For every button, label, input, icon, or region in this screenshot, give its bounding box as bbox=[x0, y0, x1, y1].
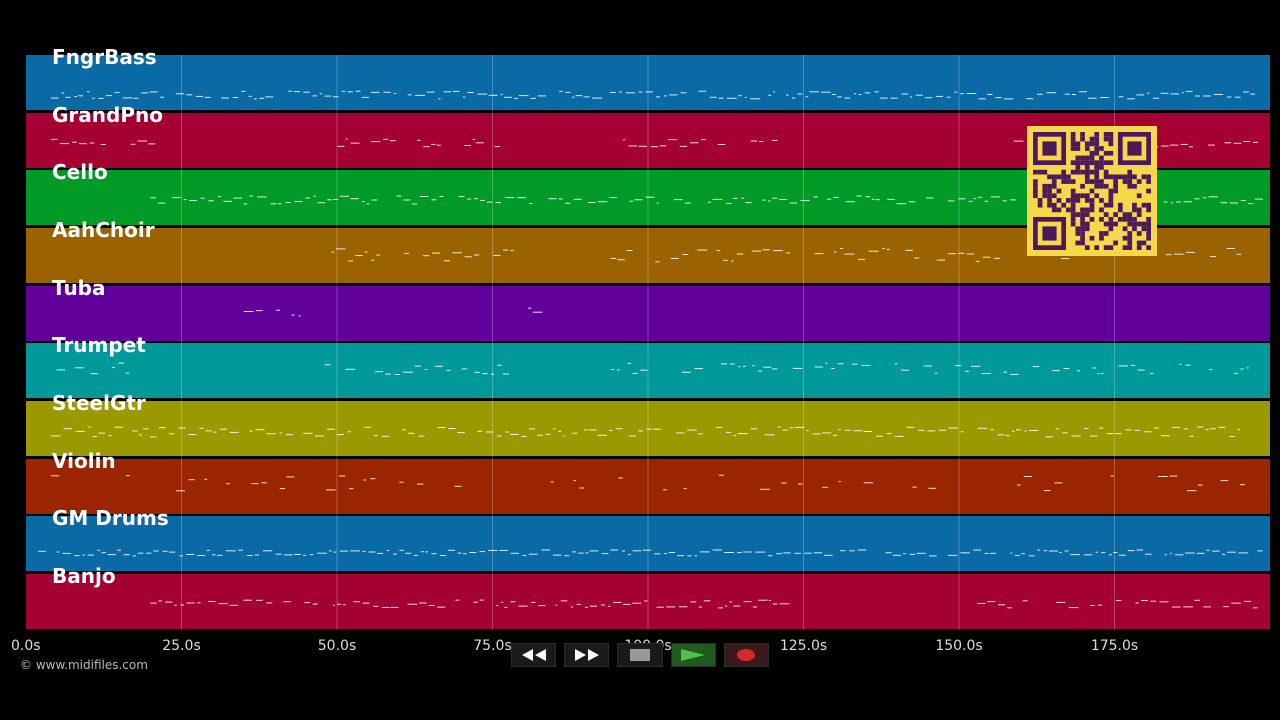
track-row[interactable]: Violin bbox=[26, 450, 1270, 514]
track-row[interactable]: SteelGtr bbox=[26, 392, 1270, 457]
record-icon bbox=[737, 649, 756, 661]
track-name-label: Violin bbox=[52, 448, 116, 473]
track-name-label: FngrBass bbox=[52, 45, 157, 69]
note-marks bbox=[150, 599, 1258, 609]
stop-button[interactable] bbox=[617, 643, 663, 667]
note-marks bbox=[38, 549, 1263, 557]
play-button[interactable] bbox=[670, 643, 716, 667]
time-tick-label: 175.0s bbox=[1090, 638, 1139, 654]
time-tick-label: 150.0s bbox=[935, 638, 983, 654]
qr-code-icon bbox=[1027, 126, 1157, 256]
track-name-label: GM Drums bbox=[52, 506, 169, 531]
note-marks bbox=[243, 307, 543, 317]
track-name-label: GrandPno bbox=[52, 102, 163, 127]
track-row[interactable]: FngrBass bbox=[26, 46, 1270, 110]
track-name-label: Tuba bbox=[52, 275, 106, 300]
rewind-icon bbox=[521, 649, 546, 661]
track-row[interactable]: GM Drums bbox=[26, 507, 1270, 572]
track-name-label: SteelGtr bbox=[52, 391, 146, 416]
time-tick-label: 0.0s bbox=[11, 638, 41, 654]
fast-forward-button[interactable] bbox=[564, 643, 610, 667]
copyright-text: © www.midifiles.com bbox=[20, 658, 148, 672]
fast-forward-icon bbox=[574, 649, 599, 661]
time-tick-label: 25.0s bbox=[162, 638, 201, 654]
time-tick-label: 50.0s bbox=[317, 638, 357, 654]
note-marks bbox=[50, 474, 1245, 491]
play-icon bbox=[681, 649, 706, 661]
time-tick-label: 75.0s bbox=[473, 638, 512, 654]
track-name-label: Trumpet bbox=[52, 333, 146, 358]
track-row[interactable]: Banjo bbox=[26, 565, 1270, 630]
track-name-label: Banjo bbox=[52, 564, 116, 589]
track-name-label: AahChoir bbox=[52, 218, 155, 242]
note-marks bbox=[50, 90, 1255, 100]
note-marks bbox=[150, 195, 1263, 205]
note-marks bbox=[50, 426, 1240, 438]
note-marks bbox=[56, 362, 1249, 376]
track-row[interactable]: Trumpet bbox=[26, 334, 1270, 399]
note-marks bbox=[331, 247, 1242, 263]
track-row[interactable]: Tuba bbox=[26, 277, 1270, 341]
stop-icon bbox=[630, 649, 650, 661]
transport-controls bbox=[511, 643, 770, 669]
record-button[interactable] bbox=[723, 643, 770, 667]
time-tick-label: 125.0s bbox=[779, 638, 828, 654]
rewind-button[interactable] bbox=[511, 643, 557, 667]
track-name-label: Cello bbox=[52, 160, 108, 185]
